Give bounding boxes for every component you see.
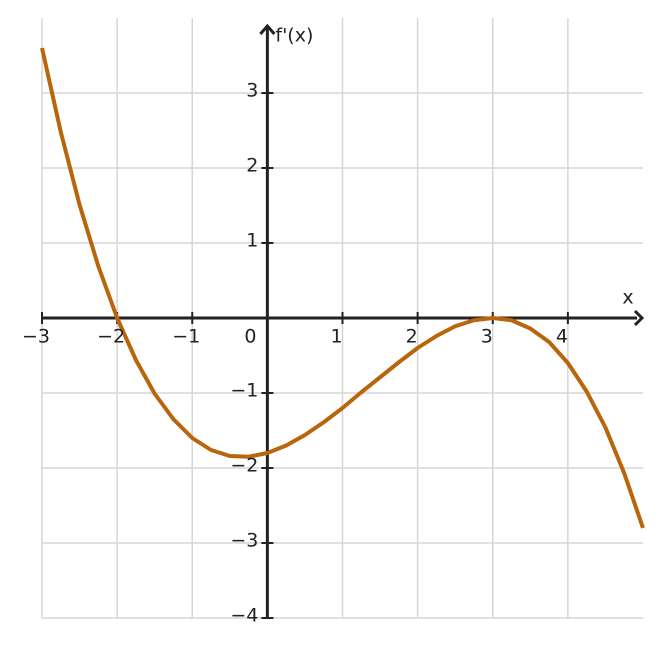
y-tick-label: −4 bbox=[230, 605, 258, 627]
y-axis-label: f'(x) bbox=[275, 25, 313, 47]
x-tick-label: 1 bbox=[330, 326, 342, 348]
x-arrow bbox=[633, 309, 645, 327]
x-tick-label: −2 bbox=[97, 326, 125, 348]
y-arrow bbox=[259, 23, 276, 35]
x-tick-label: 3 bbox=[481, 326, 493, 348]
x-tick-label: −1 bbox=[172, 326, 200, 348]
x-tick-label: 0 bbox=[244, 326, 256, 348]
x-axis-label: x bbox=[622, 287, 633, 309]
y-tick-label: −3 bbox=[230, 530, 258, 552]
axes bbox=[41, 23, 645, 619]
y-tick-label: 3 bbox=[246, 80, 258, 102]
curve bbox=[40, 47, 645, 529]
y-tick-label: 1 bbox=[246, 230, 258, 252]
y-tick-label: −1 bbox=[230, 380, 258, 402]
y-tick-label: 2 bbox=[246, 155, 258, 177]
x-tick-label: 4 bbox=[556, 326, 568, 348]
plot bbox=[40, 47, 645, 529]
x-tick-label: −3 bbox=[22, 326, 50, 348]
y-tick-label: −2 bbox=[230, 455, 258, 477]
x-tick-label: 2 bbox=[406, 326, 418, 348]
labels: −3 −2 −1 0 1 2 3 4 −4 −3 −2 −1 1 2 3 x f'(x) bbox=[22, 25, 634, 627]
